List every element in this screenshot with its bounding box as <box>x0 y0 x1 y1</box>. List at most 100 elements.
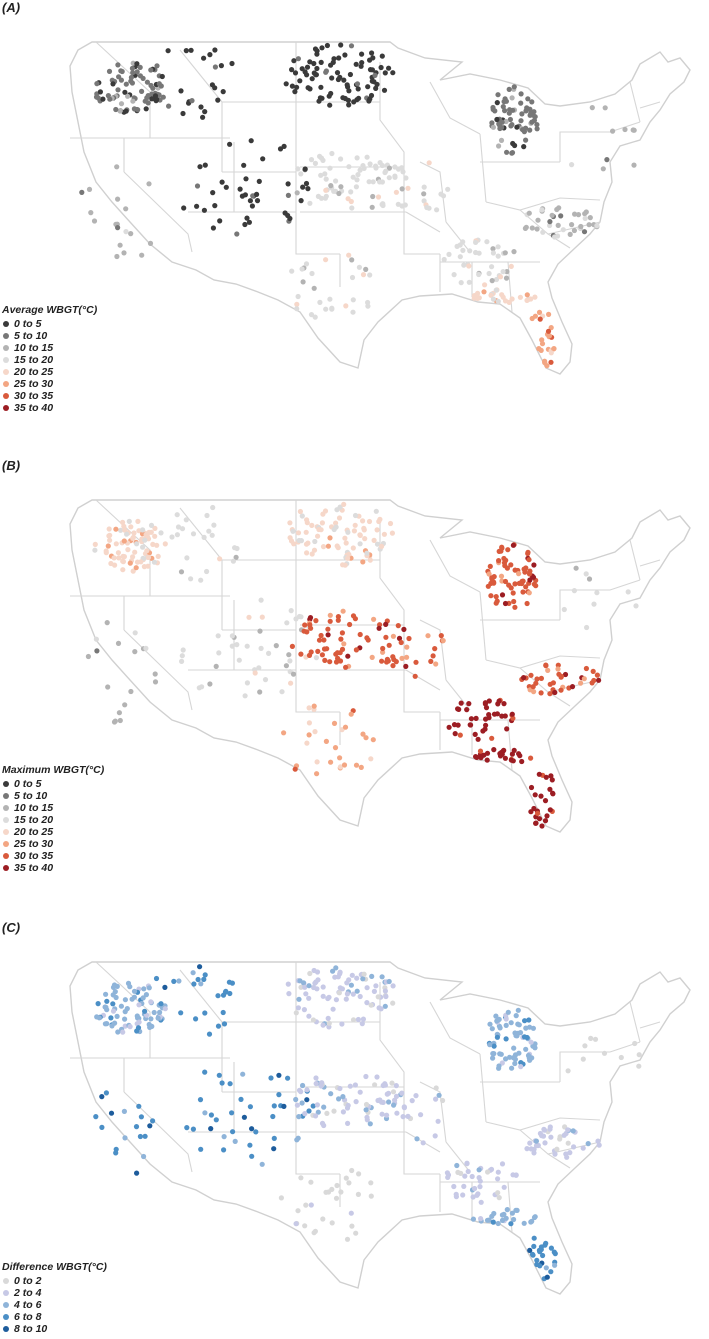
station-point <box>367 96 373 102</box>
station-point <box>323 176 329 182</box>
station-point <box>477 1184 483 1190</box>
station-point <box>354 155 360 161</box>
station-point <box>309 270 315 277</box>
station-point <box>315 533 321 539</box>
legend-swatch <box>3 1302 9 1308</box>
station-point <box>136 1103 142 1109</box>
station-point <box>306 720 312 726</box>
station-point <box>342 95 348 102</box>
station-point <box>558 673 565 679</box>
station-point <box>543 662 549 668</box>
station-point <box>303 180 310 187</box>
station-point <box>285 1075 291 1081</box>
station-point <box>362 536 368 542</box>
station-point <box>517 294 524 300</box>
station-point <box>294 1102 300 1108</box>
station-point <box>509 1065 515 1071</box>
station-point <box>149 96 155 102</box>
station-point <box>344 1236 351 1242</box>
station-point <box>351 528 357 534</box>
station-point <box>308 157 315 163</box>
station-point <box>242 693 248 699</box>
station-point <box>324 1110 330 1116</box>
station-point <box>213 1117 219 1123</box>
station-point <box>510 542 516 548</box>
station-point <box>526 557 532 563</box>
station-point <box>130 98 136 104</box>
station-point <box>526 1017 532 1023</box>
station-point <box>433 1085 439 1091</box>
station-point <box>466 263 472 269</box>
station-point <box>528 672 534 678</box>
station-point <box>229 60 235 67</box>
station-point <box>368 1002 374 1008</box>
station-point <box>241 162 247 168</box>
station-point <box>162 541 168 547</box>
station-point <box>387 520 394 527</box>
station-point <box>327 165 333 171</box>
station-point <box>475 736 481 742</box>
station-point <box>350 297 356 303</box>
station-point <box>512 581 518 587</box>
station-point <box>337 985 343 991</box>
station-point <box>578 223 584 230</box>
station-point <box>556 205 562 211</box>
station-point <box>357 993 363 1000</box>
station-point <box>106 526 112 532</box>
station-point <box>518 91 524 97</box>
station-point <box>298 984 304 990</box>
station-point <box>539 1133 545 1139</box>
station-point <box>581 676 587 682</box>
station-point <box>285 181 291 187</box>
station-point <box>482 700 488 706</box>
station-point <box>600 166 606 172</box>
station-point <box>334 543 340 549</box>
station-point <box>526 210 532 216</box>
station-point <box>371 537 377 543</box>
station-point <box>460 1192 466 1198</box>
station-point <box>295 1135 301 1141</box>
station-point <box>323 738 329 744</box>
station-point <box>197 964 203 970</box>
station-point <box>378 64 384 71</box>
station-point <box>327 535 333 541</box>
station-point <box>99 1124 105 1130</box>
legend-item: 5 to 10 <box>2 790 104 802</box>
legend-swatch <box>3 1314 9 1320</box>
station-point <box>114 253 120 260</box>
station-point <box>534 1257 540 1263</box>
station-point <box>555 666 561 672</box>
station-point <box>445 186 451 192</box>
station-point <box>360 272 367 278</box>
station-point <box>547 222 553 229</box>
station-point <box>491 711 498 717</box>
station-point <box>298 198 304 204</box>
station-point <box>548 773 554 779</box>
station-point <box>287 535 293 541</box>
station-point <box>391 1102 397 1108</box>
station-point <box>334 1182 340 1189</box>
legend-label: 8 to 10 <box>14 1323 48 1335</box>
station-point <box>250 193 256 199</box>
station-point <box>340 1094 346 1100</box>
station-point <box>595 1138 601 1144</box>
legend-item: 2 to 4 <box>2 1287 107 1299</box>
station-point <box>93 1114 99 1120</box>
station-point <box>470 1216 476 1222</box>
station-point <box>377 1097 383 1103</box>
station-point <box>460 247 466 253</box>
station-point <box>526 571 533 577</box>
station-point <box>602 105 608 111</box>
station-point <box>372 72 378 78</box>
station-point <box>289 268 295 274</box>
station-point <box>314 1102 320 1108</box>
station-point <box>500 269 506 275</box>
station-point <box>333 524 339 530</box>
station-point <box>495 1169 501 1175</box>
station-point <box>306 1013 312 1019</box>
station-point <box>210 225 216 231</box>
station-point <box>604 157 610 163</box>
station-point <box>212 64 218 70</box>
station-point <box>305 85 311 91</box>
